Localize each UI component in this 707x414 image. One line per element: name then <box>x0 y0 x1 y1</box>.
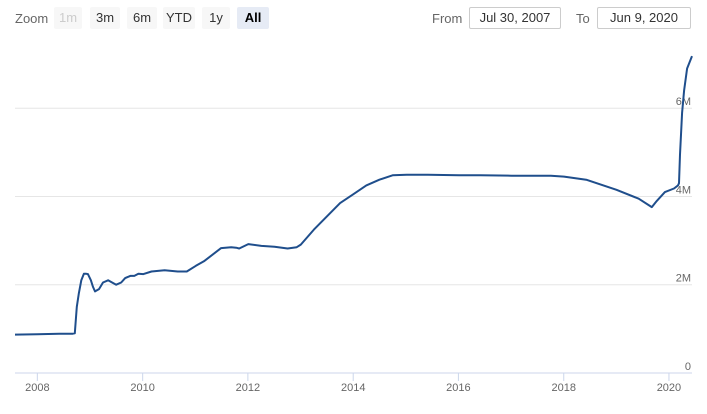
x-tick-label: 2020 <box>657 382 681 394</box>
y-tick-label: 4M <box>676 184 691 196</box>
zoom-1m-button[interactable]: 1m <box>54 7 82 29</box>
x-tick-label: 2014 <box>341 382 365 394</box>
y-tick-label: 2M <box>676 273 691 285</box>
y-tick-label: 0 <box>685 361 691 373</box>
x-axis: 2008 2010 2012 2014 2016 2018 2020 <box>15 372 692 394</box>
x-tick-label: 2008 <box>25 382 49 394</box>
x-tick-label: 2018 <box>552 382 576 394</box>
range-selector: Zoom 1m 3m 6m YTD 1y All From Jul 30, 20… <box>0 0 707 40</box>
x-tick-label: 2010 <box>130 382 154 394</box>
x-tick-label: 2012 <box>236 382 260 394</box>
zoom-all-button[interactable]: All <box>237 7 269 29</box>
zoom-ytd-button[interactable]: YTD <box>163 7 195 29</box>
from-label: From <box>432 11 463 26</box>
from-date-input[interactable]: Jul 30, 2007 <box>469 7 561 29</box>
zoom-1y-button[interactable]: 1y <box>202 7 230 29</box>
to-date-input[interactable]: Jun 9, 2020 <box>597 7 691 29</box>
to-label: To <box>576 11 590 26</box>
series-line <box>14 55 693 336</box>
x-tick-label: 2016 <box>446 382 470 394</box>
zoom-6m-button[interactable]: 6m <box>127 7 157 29</box>
grid-lines <box>15 107 692 286</box>
zoom-3m-button[interactable]: 3m <box>90 7 120 29</box>
zoom-label: Zoom <box>15 11 49 26</box>
